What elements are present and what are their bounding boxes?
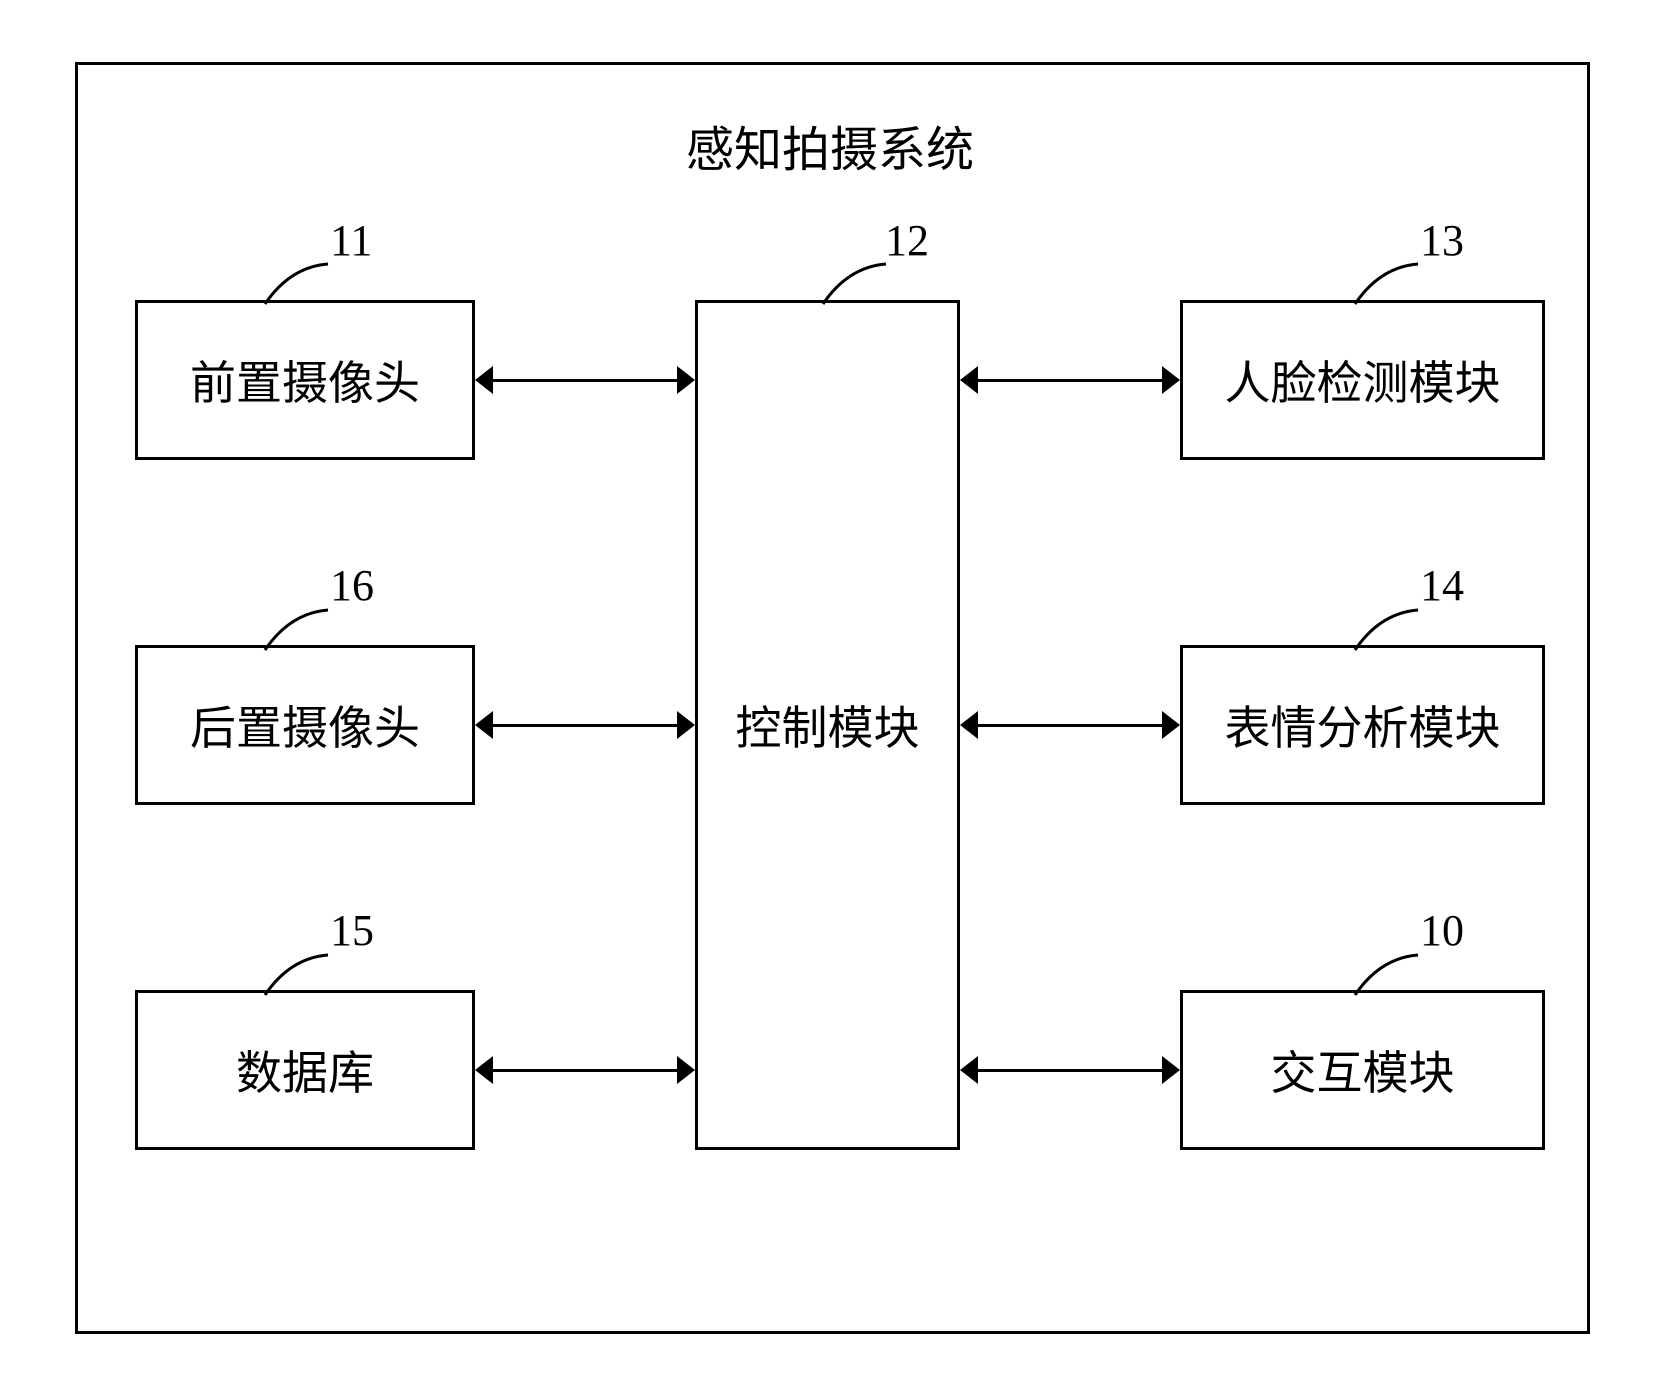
ref-number-rear_camera: 16 — [330, 560, 374, 611]
ref-arc-face_detection — [1350, 262, 1430, 312]
ref-number-control_module: 12 — [885, 215, 929, 266]
box-interaction-label: 交互模块 — [1271, 1037, 1455, 1103]
box-expression-label: 表情分析模块 — [1225, 692, 1501, 758]
connector-3-arrow-right — [1162, 366, 1180, 394]
connector-4-arrow-right — [1162, 711, 1180, 739]
box-control_module: 控制模块 — [695, 300, 960, 1150]
box-database: 数据库 — [135, 990, 475, 1150]
connector-5-line — [974, 1069, 1166, 1072]
connector-1-line — [489, 724, 681, 727]
ref-arc-control_module — [818, 262, 898, 312]
ref-arc-front_camera — [260, 262, 340, 312]
ref-arc-rear_camera — [260, 608, 340, 658]
box-face_detection-label: 人脸检测模块 — [1225, 347, 1501, 413]
box-expression: 表情分析模块 — [1180, 645, 1545, 805]
ref-number-front_camera: 11 — [330, 215, 372, 266]
ref-arc-interaction — [1350, 953, 1430, 1003]
connector-2-line — [489, 1069, 681, 1072]
box-rear_camera: 后置摄像头 — [135, 645, 475, 805]
connector-3-arrow-left — [960, 366, 978, 394]
ref-number-interaction: 10 — [1420, 905, 1464, 956]
ref-arc-database — [260, 953, 340, 1003]
box-face_detection: 人脸检测模块 — [1180, 300, 1545, 460]
connector-5-arrow-right — [1162, 1056, 1180, 1084]
box-database-label: 数据库 — [236, 1037, 374, 1103]
ref-arc-expression — [1350, 608, 1430, 658]
connector-4-line — [974, 724, 1166, 727]
connector-3-line — [974, 379, 1166, 382]
connector-2-arrow-right — [677, 1056, 695, 1084]
ref-number-face_detection: 13 — [1420, 215, 1464, 266]
box-interaction: 交互模块 — [1180, 990, 1545, 1150]
box-rear_camera-label: 后置摄像头 — [190, 692, 420, 758]
box-front_camera: 前置摄像头 — [135, 300, 475, 460]
box-front_camera-label: 前置摄像头 — [190, 347, 420, 413]
ref-number-database: 15 — [330, 905, 374, 956]
connector-2-arrow-left — [475, 1056, 493, 1084]
connector-4-arrow-left — [960, 711, 978, 739]
box-control_module-label: 控制模块 — [736, 692, 920, 758]
connector-5-arrow-left — [960, 1056, 978, 1084]
connector-1-arrow-right — [677, 711, 695, 739]
ref-number-expression: 14 — [1420, 560, 1464, 611]
diagram-title: 感知拍摄系统 — [686, 110, 974, 180]
connector-0-line — [489, 379, 681, 382]
connector-1-arrow-left — [475, 711, 493, 739]
connector-0-arrow-right — [677, 366, 695, 394]
connector-0-arrow-left — [475, 366, 493, 394]
